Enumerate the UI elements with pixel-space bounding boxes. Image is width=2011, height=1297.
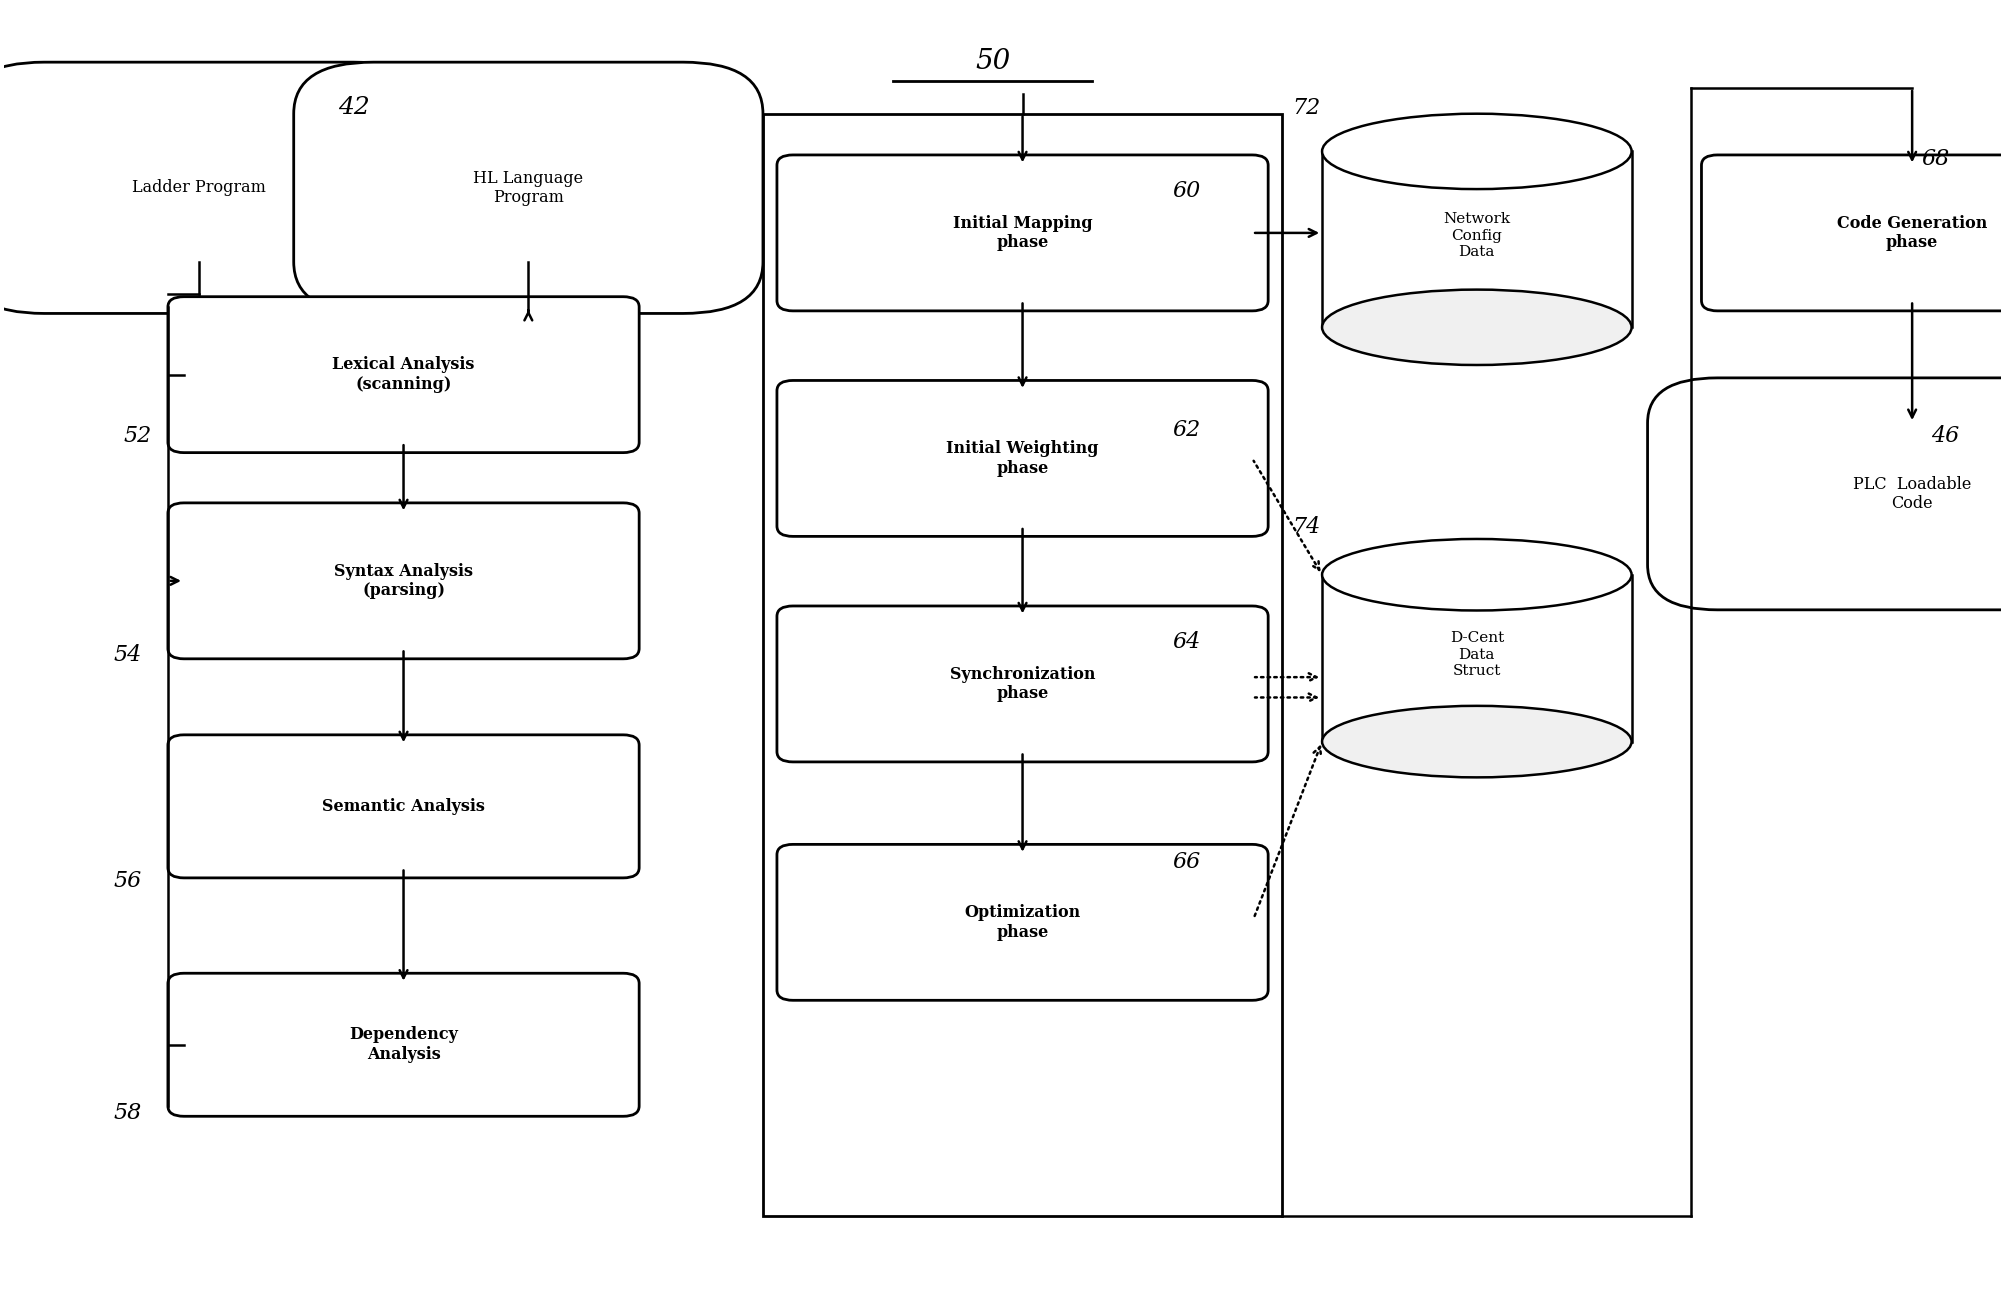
FancyBboxPatch shape	[167, 503, 639, 659]
Text: Synchronization
phase: Synchronization phase	[949, 665, 1096, 702]
Bar	[762, 114, 1283, 1215]
Text: Semantic Analysis: Semantic Analysis	[322, 798, 485, 815]
FancyBboxPatch shape	[1647, 377, 2011, 610]
FancyBboxPatch shape	[294, 62, 762, 314]
Text: 42: 42	[338, 96, 370, 119]
Text: 66: 66	[1172, 851, 1201, 873]
Text: 64: 64	[1172, 632, 1201, 654]
Text: HL Language
Program: HL Language Program	[473, 170, 583, 206]
Text: 46: 46	[1931, 425, 1959, 447]
Text: Ladder Program: Ladder Program	[133, 179, 265, 196]
Text: 50: 50	[975, 48, 1010, 75]
Ellipse shape	[1321, 114, 1631, 189]
Ellipse shape	[1321, 289, 1631, 364]
Text: Dependency
Analysis: Dependency Analysis	[350, 1026, 459, 1064]
Text: 54: 54	[115, 645, 143, 667]
FancyBboxPatch shape	[1701, 154, 2011, 311]
Text: 60: 60	[1172, 180, 1201, 202]
Polygon shape	[1321, 575, 1631, 742]
FancyBboxPatch shape	[167, 973, 639, 1117]
Text: 62: 62	[1172, 419, 1201, 441]
FancyBboxPatch shape	[776, 606, 1269, 761]
FancyBboxPatch shape	[776, 380, 1269, 537]
FancyBboxPatch shape	[0, 62, 434, 314]
Text: 74: 74	[1293, 515, 1321, 537]
Text: 58: 58	[115, 1102, 143, 1124]
FancyBboxPatch shape	[776, 844, 1269, 1000]
Text: Code Generation
phase: Code Generation phase	[1836, 214, 1987, 252]
Text: 68: 68	[1921, 148, 1949, 170]
FancyBboxPatch shape	[167, 297, 639, 453]
FancyBboxPatch shape	[167, 735, 639, 878]
Text: PLC  Loadable
Code: PLC Loadable Code	[1852, 476, 1971, 512]
Text: 72: 72	[1293, 97, 1321, 119]
Text: 56: 56	[115, 870, 143, 892]
Text: Network
Config
Data: Network Config Data	[1444, 213, 1510, 259]
Text: Lexical Analysis
(scanning): Lexical Analysis (scanning)	[332, 357, 475, 393]
Text: Optimization
phase: Optimization phase	[965, 904, 1080, 940]
Ellipse shape	[1321, 706, 1631, 777]
Text: D-Cent
Data
Struct: D-Cent Data Struct	[1450, 632, 1504, 678]
Polygon shape	[1321, 152, 1631, 327]
Text: Initial Weighting
phase: Initial Weighting phase	[947, 440, 1098, 477]
Text: 52: 52	[125, 425, 153, 447]
Ellipse shape	[1321, 540, 1631, 611]
Text: Syntax Analysis
(parsing): Syntax Analysis (parsing)	[334, 563, 473, 599]
Text: Initial Mapping
phase: Initial Mapping phase	[953, 214, 1092, 252]
FancyBboxPatch shape	[776, 154, 1269, 311]
